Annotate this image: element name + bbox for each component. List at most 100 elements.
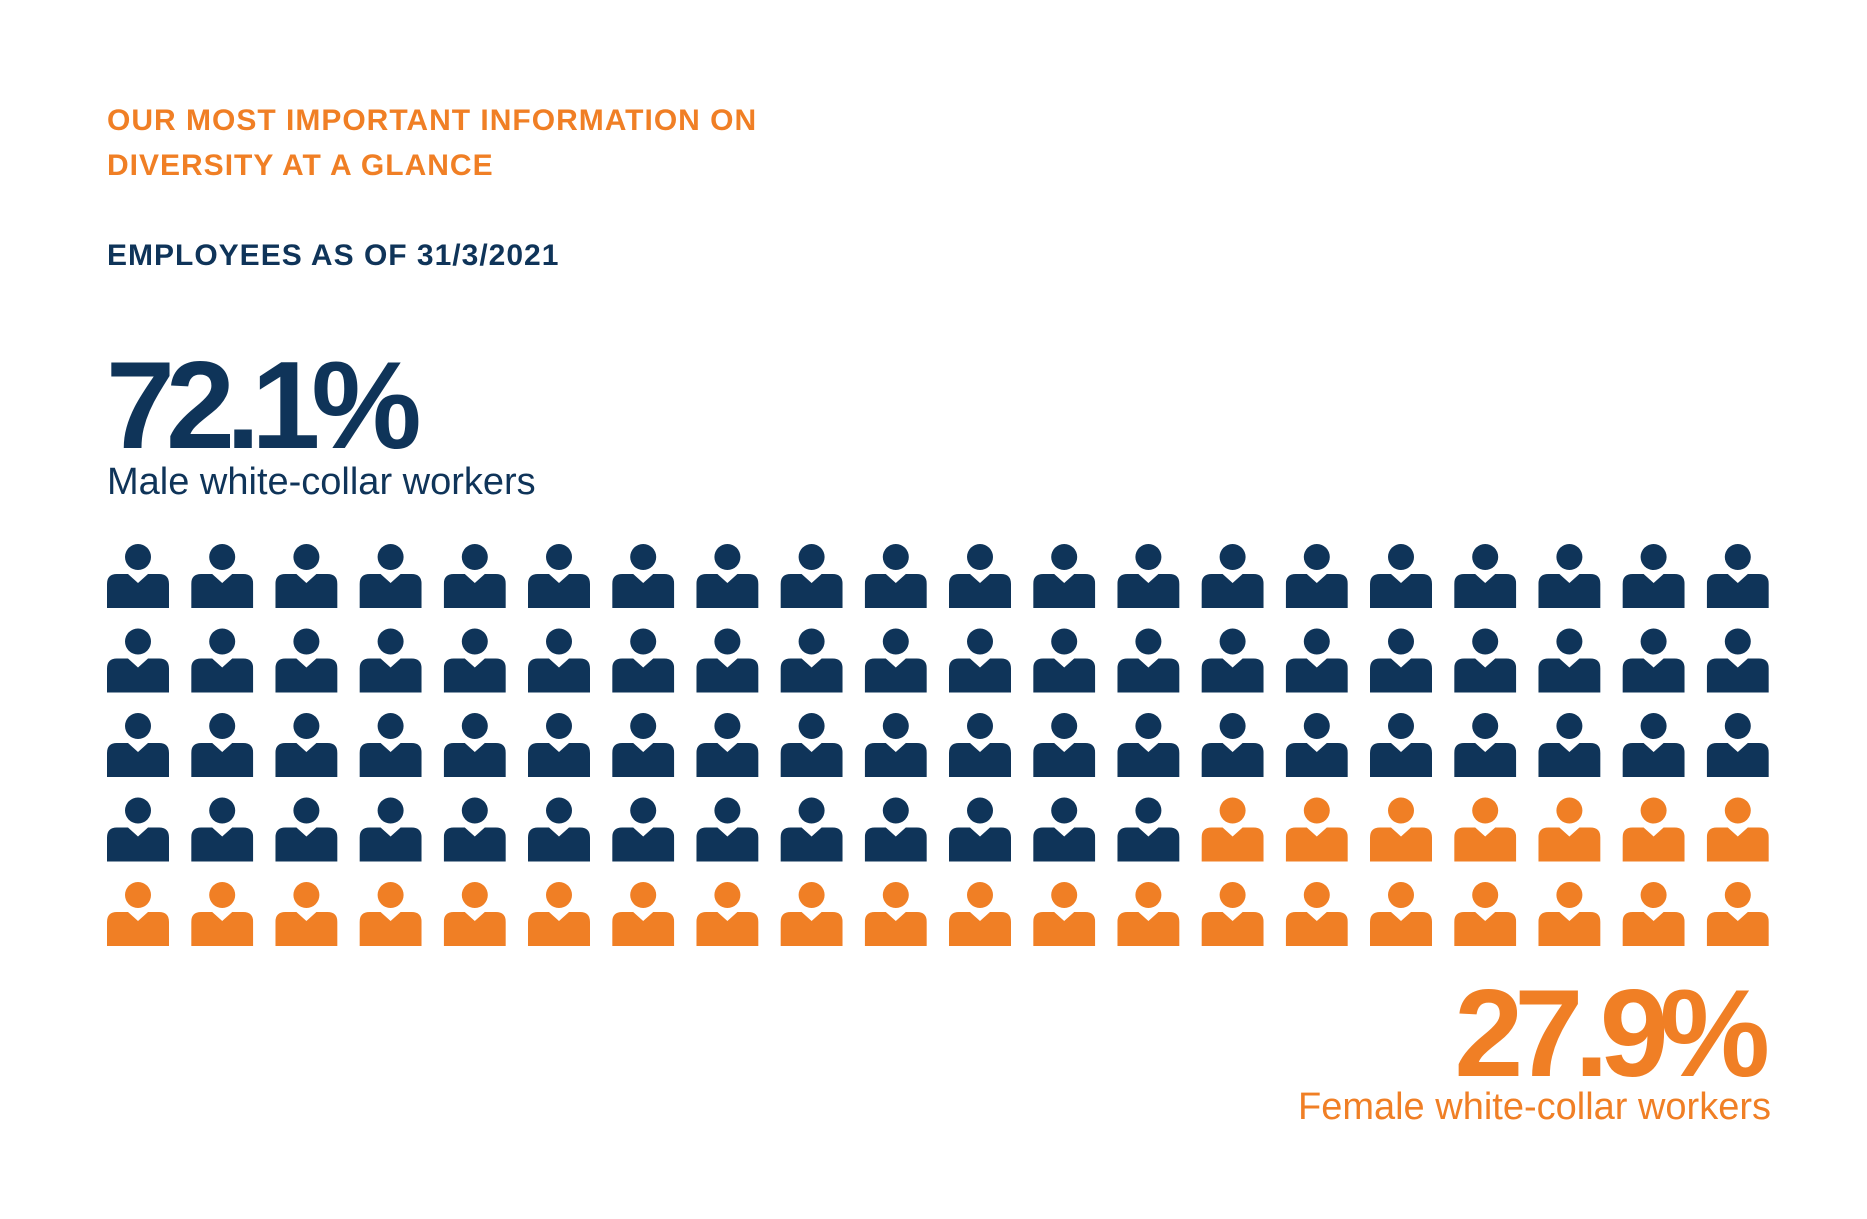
female-person-icon [1370, 882, 1432, 946]
male-person-icon [1285, 713, 1348, 777]
male-person-icon [1201, 713, 1264, 777]
female-person-icon [1622, 797, 1685, 862]
male-person-icon [191, 628, 254, 693]
female-person-icon [191, 882, 254, 946]
male-person-icon [1454, 713, 1517, 777]
female-person-icon [612, 882, 675, 946]
male-percentage: 72.1% [106, 337, 422, 475]
female-percentage: 27.9% [1454, 965, 1770, 1103]
male-person-icon [780, 797, 843, 862]
male-person-icon [1454, 628, 1517, 693]
male-person-icon [696, 544, 759, 608]
female-person-icon [359, 882, 422, 946]
male-person-icon [1285, 544, 1348, 608]
male-person-icon [1706, 628, 1769, 693]
male-person-icon [1370, 713, 1432, 777]
male-person-icon [107, 544, 169, 608]
male-person-icon [949, 797, 1011, 862]
male-person-icon [612, 628, 675, 693]
male-person-icon [1454, 544, 1517, 608]
female-person-icon [1622, 882, 1685, 946]
male-person-icon [1538, 628, 1601, 693]
female-person-icon [1201, 797, 1264, 862]
male-person-icon [191, 713, 254, 777]
male-person-icon [443, 797, 506, 862]
male-person-icon [359, 544, 422, 608]
female-person-icon [107, 882, 169, 946]
icon-layer [107, 544, 1769, 946]
female-label: Female white-collar workers [1297, 1086, 1771, 1128]
male-person-icon [528, 628, 590, 693]
male-person-icon [612, 544, 675, 608]
male-person-icon [107, 797, 169, 862]
male-person-icon [1117, 628, 1180, 693]
male-person-icon [1033, 797, 1096, 862]
female-person-icon [1454, 882, 1517, 946]
male-person-icon [107, 713, 169, 777]
male-person-icon [1370, 544, 1432, 608]
male-label: Male white-collar workers [107, 461, 536, 503]
female-person-icon [1538, 882, 1601, 946]
male-person-icon [1622, 628, 1685, 693]
male-person-icon [949, 713, 1011, 777]
male-person-icon [949, 628, 1011, 693]
male-person-icon [275, 713, 338, 777]
female-person-icon [1370, 797, 1432, 862]
male-person-icon [1538, 713, 1601, 777]
female-person-icon [1285, 882, 1348, 946]
male-person-icon [1538, 544, 1601, 608]
female-person-icon [443, 882, 506, 946]
male-person-icon [696, 713, 759, 777]
female-person-icon [1201, 882, 1264, 946]
male-person-icon [864, 628, 927, 693]
male-person-icon [864, 544, 927, 608]
male-person-icon [191, 544, 254, 608]
page-title-line-1: OUR MOST IMPORTANT INFORMATION ON [107, 104, 758, 137]
female-person-icon [1285, 797, 1348, 862]
male-person-icon [359, 713, 422, 777]
male-person-icon [359, 628, 422, 693]
male-person-icon [780, 628, 843, 693]
male-person-icon [107, 628, 169, 693]
male-person-icon [696, 628, 759, 693]
male-person-icon [1033, 713, 1096, 777]
female-person-icon [1706, 882, 1769, 946]
male-person-icon [780, 713, 843, 777]
male-person-icon [443, 628, 506, 693]
male-person-icon [275, 628, 338, 693]
male-person-icon [1117, 713, 1180, 777]
male-person-icon [275, 544, 338, 608]
male-person-icon [1370, 628, 1432, 693]
female-person-icon [1454, 797, 1517, 862]
male-person-icon [1706, 544, 1769, 608]
female-person-icon [780, 882, 843, 946]
male-person-icon [1033, 544, 1096, 608]
male-person-icon [1622, 713, 1685, 777]
female-person-icon [1033, 882, 1096, 946]
female-person-icon [949, 882, 1011, 946]
female-person-icon [275, 882, 338, 946]
male-person-icon [528, 713, 590, 777]
female-person-icon [528, 882, 590, 946]
male-person-icon [1117, 544, 1180, 608]
male-person-icon [1706, 713, 1769, 777]
male-person-icon [1033, 628, 1096, 693]
female-person-icon [1117, 882, 1180, 946]
male-person-icon [780, 544, 843, 608]
male-person-icon [612, 713, 675, 777]
page-title: OUR MOST IMPORTANT INFORMATION ON DIVERS… [107, 98, 867, 188]
male-person-icon [1285, 628, 1348, 693]
male-person-icon [949, 544, 1011, 608]
male-person-icon [359, 797, 422, 862]
page-title-line-2: DIVERSITY AT A GLANCE [107, 149, 494, 182]
male-person-icon [864, 713, 927, 777]
page-subtitle: EMPLOYEES AS OF 31/3/2021 [107, 239, 560, 272]
female-person-icon [864, 882, 927, 946]
male-person-icon [443, 544, 506, 608]
male-person-icon [275, 797, 338, 862]
male-person-icon [191, 797, 254, 862]
male-person-icon [528, 797, 590, 862]
male-person-icon [696, 797, 759, 862]
male-person-icon [864, 797, 927, 862]
male-person-icon [1117, 797, 1180, 862]
